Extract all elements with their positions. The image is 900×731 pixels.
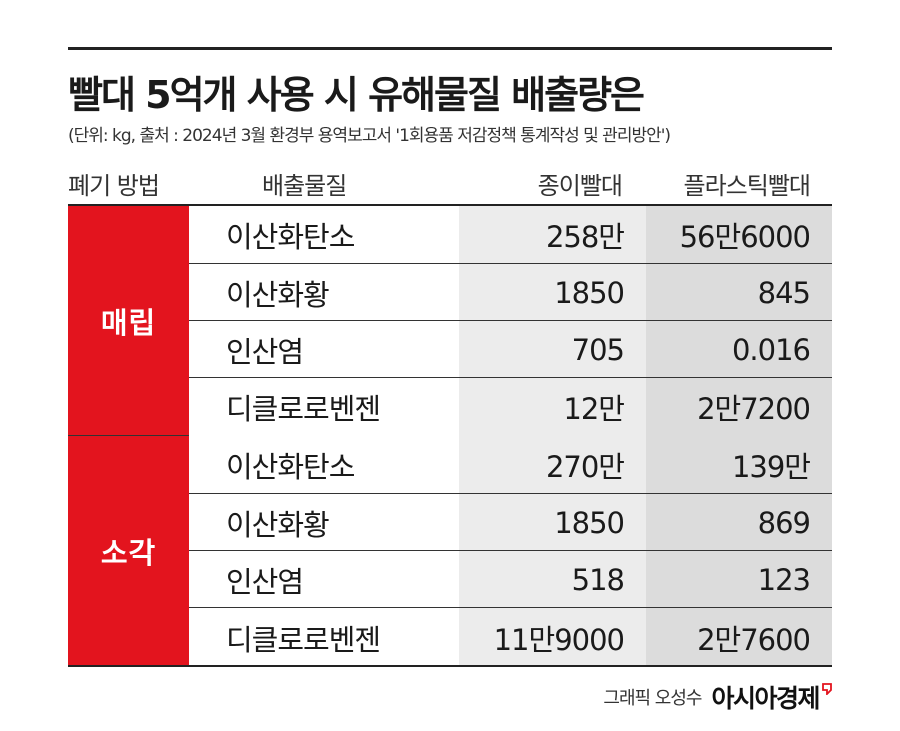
group-label-cell: 매립: [68, 206, 189, 435]
header-rule: [68, 204, 832, 206]
substance-cell: 디클로로벤젠: [189, 378, 459, 436]
header-substance: 배출물질: [262, 172, 347, 200]
substance-cell: 디클로로벤젠: [189, 608, 459, 667]
top-rule: [68, 47, 832, 50]
table-row: 이산화탄소 258만 56만6000: [189, 206, 832, 263]
paper-value-cell: 11만9000: [459, 608, 646, 667]
header-paper-straw: 종이빨대: [537, 172, 623, 200]
plastic-value-cell: 139만: [646, 436, 832, 493]
plastic-value-cell: 56만6000: [646, 206, 832, 263]
paper-value-cell: 1850: [459, 494, 646, 551]
table-row: 이산화탄소 270만 139만: [189, 436, 832, 493]
table-row: 인산염 705 0.016: [189, 320, 832, 378]
table-row: 이산화황 1850 845: [189, 263, 832, 321]
substance-cell: 인산염: [189, 551, 459, 608]
table-row: 이산화황 1850 869: [189, 493, 832, 551]
page-title: 빨대 5억개 사용 시 유해물질 배출량은: [68, 73, 645, 117]
table-row: 인산염 518 123: [189, 550, 832, 608]
brand-logo-text: 아시아경제: [711, 684, 820, 713]
group-landfill: 매립 이산화탄소 258만 56만6000 이산화황 1850 845 인산염 …: [68, 206, 832, 436]
paper-value-cell: 12만: [459, 378, 646, 436]
paper-value-cell: 1850: [459, 264, 646, 321]
header-method: 폐기 방법: [68, 172, 160, 200]
footer: 그래픽 오성수 아시아경제: [603, 679, 832, 715]
substance-cell: 이산화탄소: [189, 436, 459, 493]
substance-cell: 이산화황: [189, 494, 459, 551]
group-incineration: 소각 이산화탄소 270만 139만 이산화황 1850 869 인산염 518…: [68, 436, 832, 667]
table-row: 디클로로벤젠 12만 2만7200: [189, 377, 832, 436]
table-row: 디클로로벤젠 11만9000 2만7600: [189, 607, 832, 667]
graphic-credit: 그래픽 오성수: [603, 688, 702, 709]
emissions-table: 매립 이산화탄소 258만 56만6000 이산화황 1850 845 인산염 …: [68, 206, 832, 667]
plastic-value-cell: 123: [646, 551, 832, 608]
substance-cell: 인산염: [189, 321, 459, 378]
paper-value-cell: 270만: [459, 436, 646, 493]
plastic-value-cell: 0.016: [646, 321, 832, 378]
plastic-value-cell: 2만7600: [646, 608, 832, 667]
substance-cell: 이산화탄소: [189, 206, 459, 263]
paper-value-cell: 705: [459, 321, 646, 378]
paper-value-cell: 258만: [459, 206, 646, 263]
header-plastic-straw: 플라스틱빨대: [683, 172, 811, 200]
paper-value-cell: 518: [459, 551, 646, 608]
plastic-value-cell: 845: [646, 264, 832, 321]
source-note: (단위: kg, 출처 : 2024년 3월 환경부 용역보고서 '1회용품 저…: [68, 126, 671, 146]
group-label: 소각: [100, 536, 157, 570]
plastic-value-cell: 2만7200: [646, 378, 832, 436]
group-label: 매립: [100, 305, 157, 340]
substance-cell: 이산화황: [189, 264, 459, 321]
brand-mark-icon: [822, 683, 832, 695]
group-label-cell: 소각: [68, 436, 189, 666]
bottom-rule: [68, 665, 832, 667]
plastic-value-cell: 869: [646, 494, 832, 551]
